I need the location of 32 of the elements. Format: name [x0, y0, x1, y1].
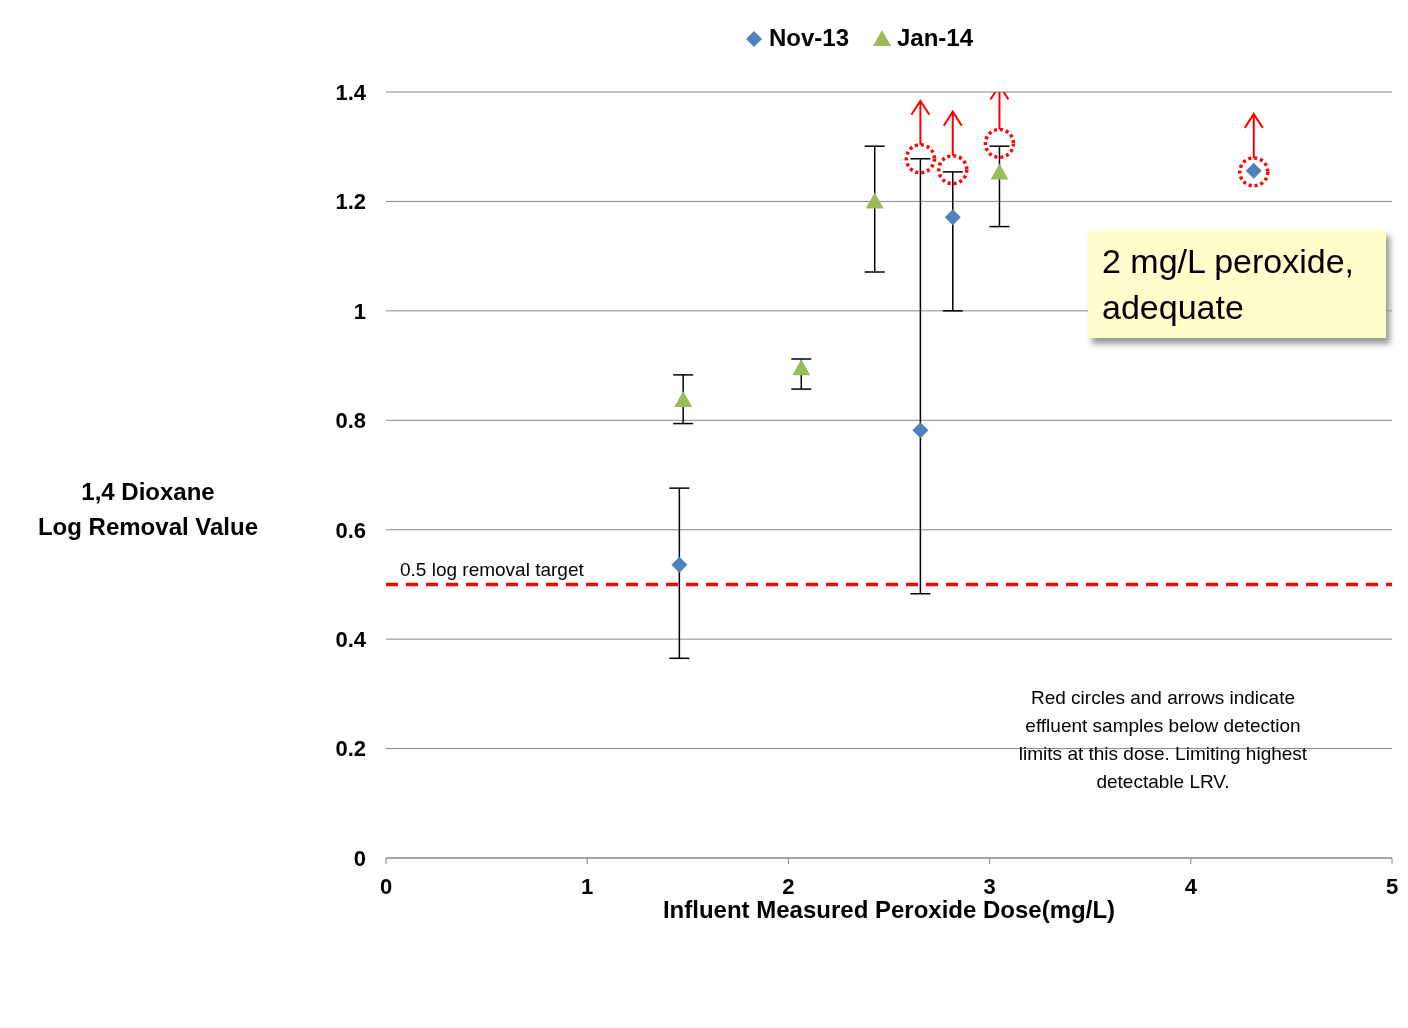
point [671, 556, 688, 573]
y-tick-label: 1 [353, 298, 366, 324]
x-tick-label: 5 [1385, 873, 1399, 899]
point [983, 127, 1016, 160]
annotation: 2 mg/L peroxide, adequate [1088, 230, 1386, 338]
y-tick-label: 0 [353, 845, 366, 871]
y-tick-label: 0.8 [335, 408, 366, 434]
x-tick-label: 4 [1184, 873, 1198, 899]
point [937, 153, 969, 186]
y-tick-label: 0.2 [335, 736, 366, 762]
point [944, 209, 961, 226]
y-tick-label: 0.6 [335, 517, 366, 543]
point [904, 143, 937, 175]
y-axis-title: 1,4 Dioxane Log Removal Value [36, 477, 260, 542]
y-tick-label: 1.4 [335, 79, 367, 105]
point [792, 359, 811, 376]
point [674, 391, 693, 408]
x-axis-title: Influent Measured Peroxide Dose(mg/L) [662, 896, 1116, 923]
x-tick-label: 0 [379, 873, 393, 899]
y-tick-label: 0.4 [335, 626, 367, 652]
x-tick-label: 3 [983, 873, 996, 899]
point [1238, 156, 1270, 188]
x-tick-label: 2 [782, 873, 795, 899]
legend-label: Nov-13 [768, 24, 849, 52]
y-tick-label: 1.2 [335, 189, 366, 215]
point [912, 422, 929, 439]
legend-label: Jan-14 [896, 24, 974, 52]
point [865, 192, 884, 209]
ref-line-label: 0.5 log removal target [400, 558, 585, 580]
x-tick-label: 1 [581, 873, 594, 899]
annotation: Red circles and arrows indicate effluent samples below detection limits at this dose. Limiting highest detectable LRV. [1017, 686, 1309, 794]
point [990, 163, 1009, 180]
